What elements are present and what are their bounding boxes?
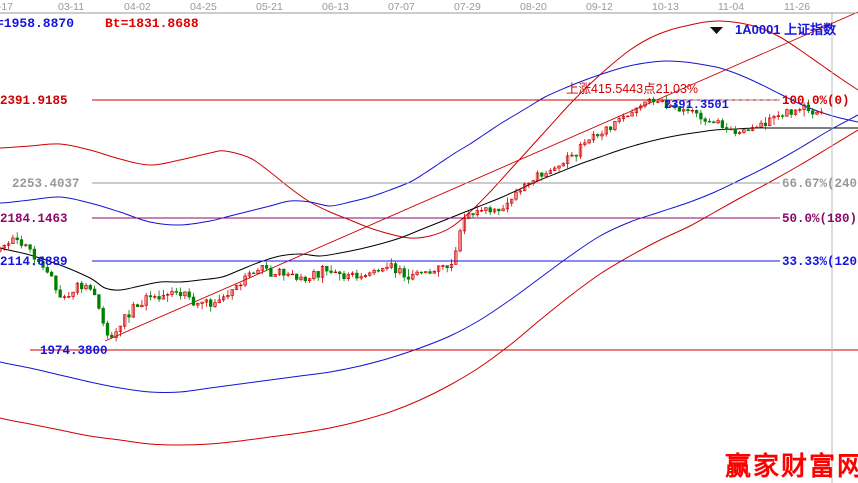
svg-text:2253.4037: 2253.4037	[12, 177, 80, 191]
svg-text:33.33%(120): 33.33%(120)	[782, 255, 858, 269]
svg-text:2-17: 2-17	[0, 1, 13, 13]
svg-text:Bt=1831.8688: Bt=1831.8688	[105, 16, 199, 31]
svg-text:100.0%(0): 100.0%(0)	[782, 94, 850, 108]
svg-text:04-25: 04-25	[190, 1, 217, 13]
svg-text:赢家财富网: 赢家财富网	[725, 451, 858, 481]
svg-text:2114.8889: 2114.8889	[0, 255, 68, 269]
svg-text:1A0001 上证指数: 1A0001 上证指数	[735, 22, 837, 37]
svg-text:03-11: 03-11	[58, 1, 84, 13]
svg-text:09-12: 09-12	[586, 1, 613, 13]
svg-text:50.0%(180): 50.0%(180)	[782, 212, 857, 226]
svg-text:08-20: 08-20	[520, 1, 547, 13]
svg-text:07-29: 07-29	[454, 1, 481, 13]
svg-text:07-07: 07-07	[388, 1, 415, 13]
svg-text:10-13: 10-13	[652, 1, 679, 13]
svg-text:2184.1463: 2184.1463	[0, 212, 68, 226]
svg-text:66.67%(240): 66.67%(240)	[782, 177, 858, 191]
svg-text:04-02: 04-02	[124, 1, 151, 13]
svg-text:11-26: 11-26	[784, 1, 810, 13]
svg-text:11-04: 11-04	[718, 1, 744, 13]
svg-text:=1958.8870: =1958.8870	[0, 16, 74, 31]
svg-text:05-21: 05-21	[256, 1, 283, 13]
svg-text:上涨415.5443点21.03%: 上涨415.5443点21.03%	[566, 81, 698, 96]
svg-text:1974.3800: 1974.3800	[40, 344, 108, 358]
svg-text:2391.9185: 2391.9185	[0, 94, 68, 108]
svg-text:2391.3501: 2391.3501	[664, 98, 729, 112]
svg-text:06-13: 06-13	[322, 1, 349, 13]
